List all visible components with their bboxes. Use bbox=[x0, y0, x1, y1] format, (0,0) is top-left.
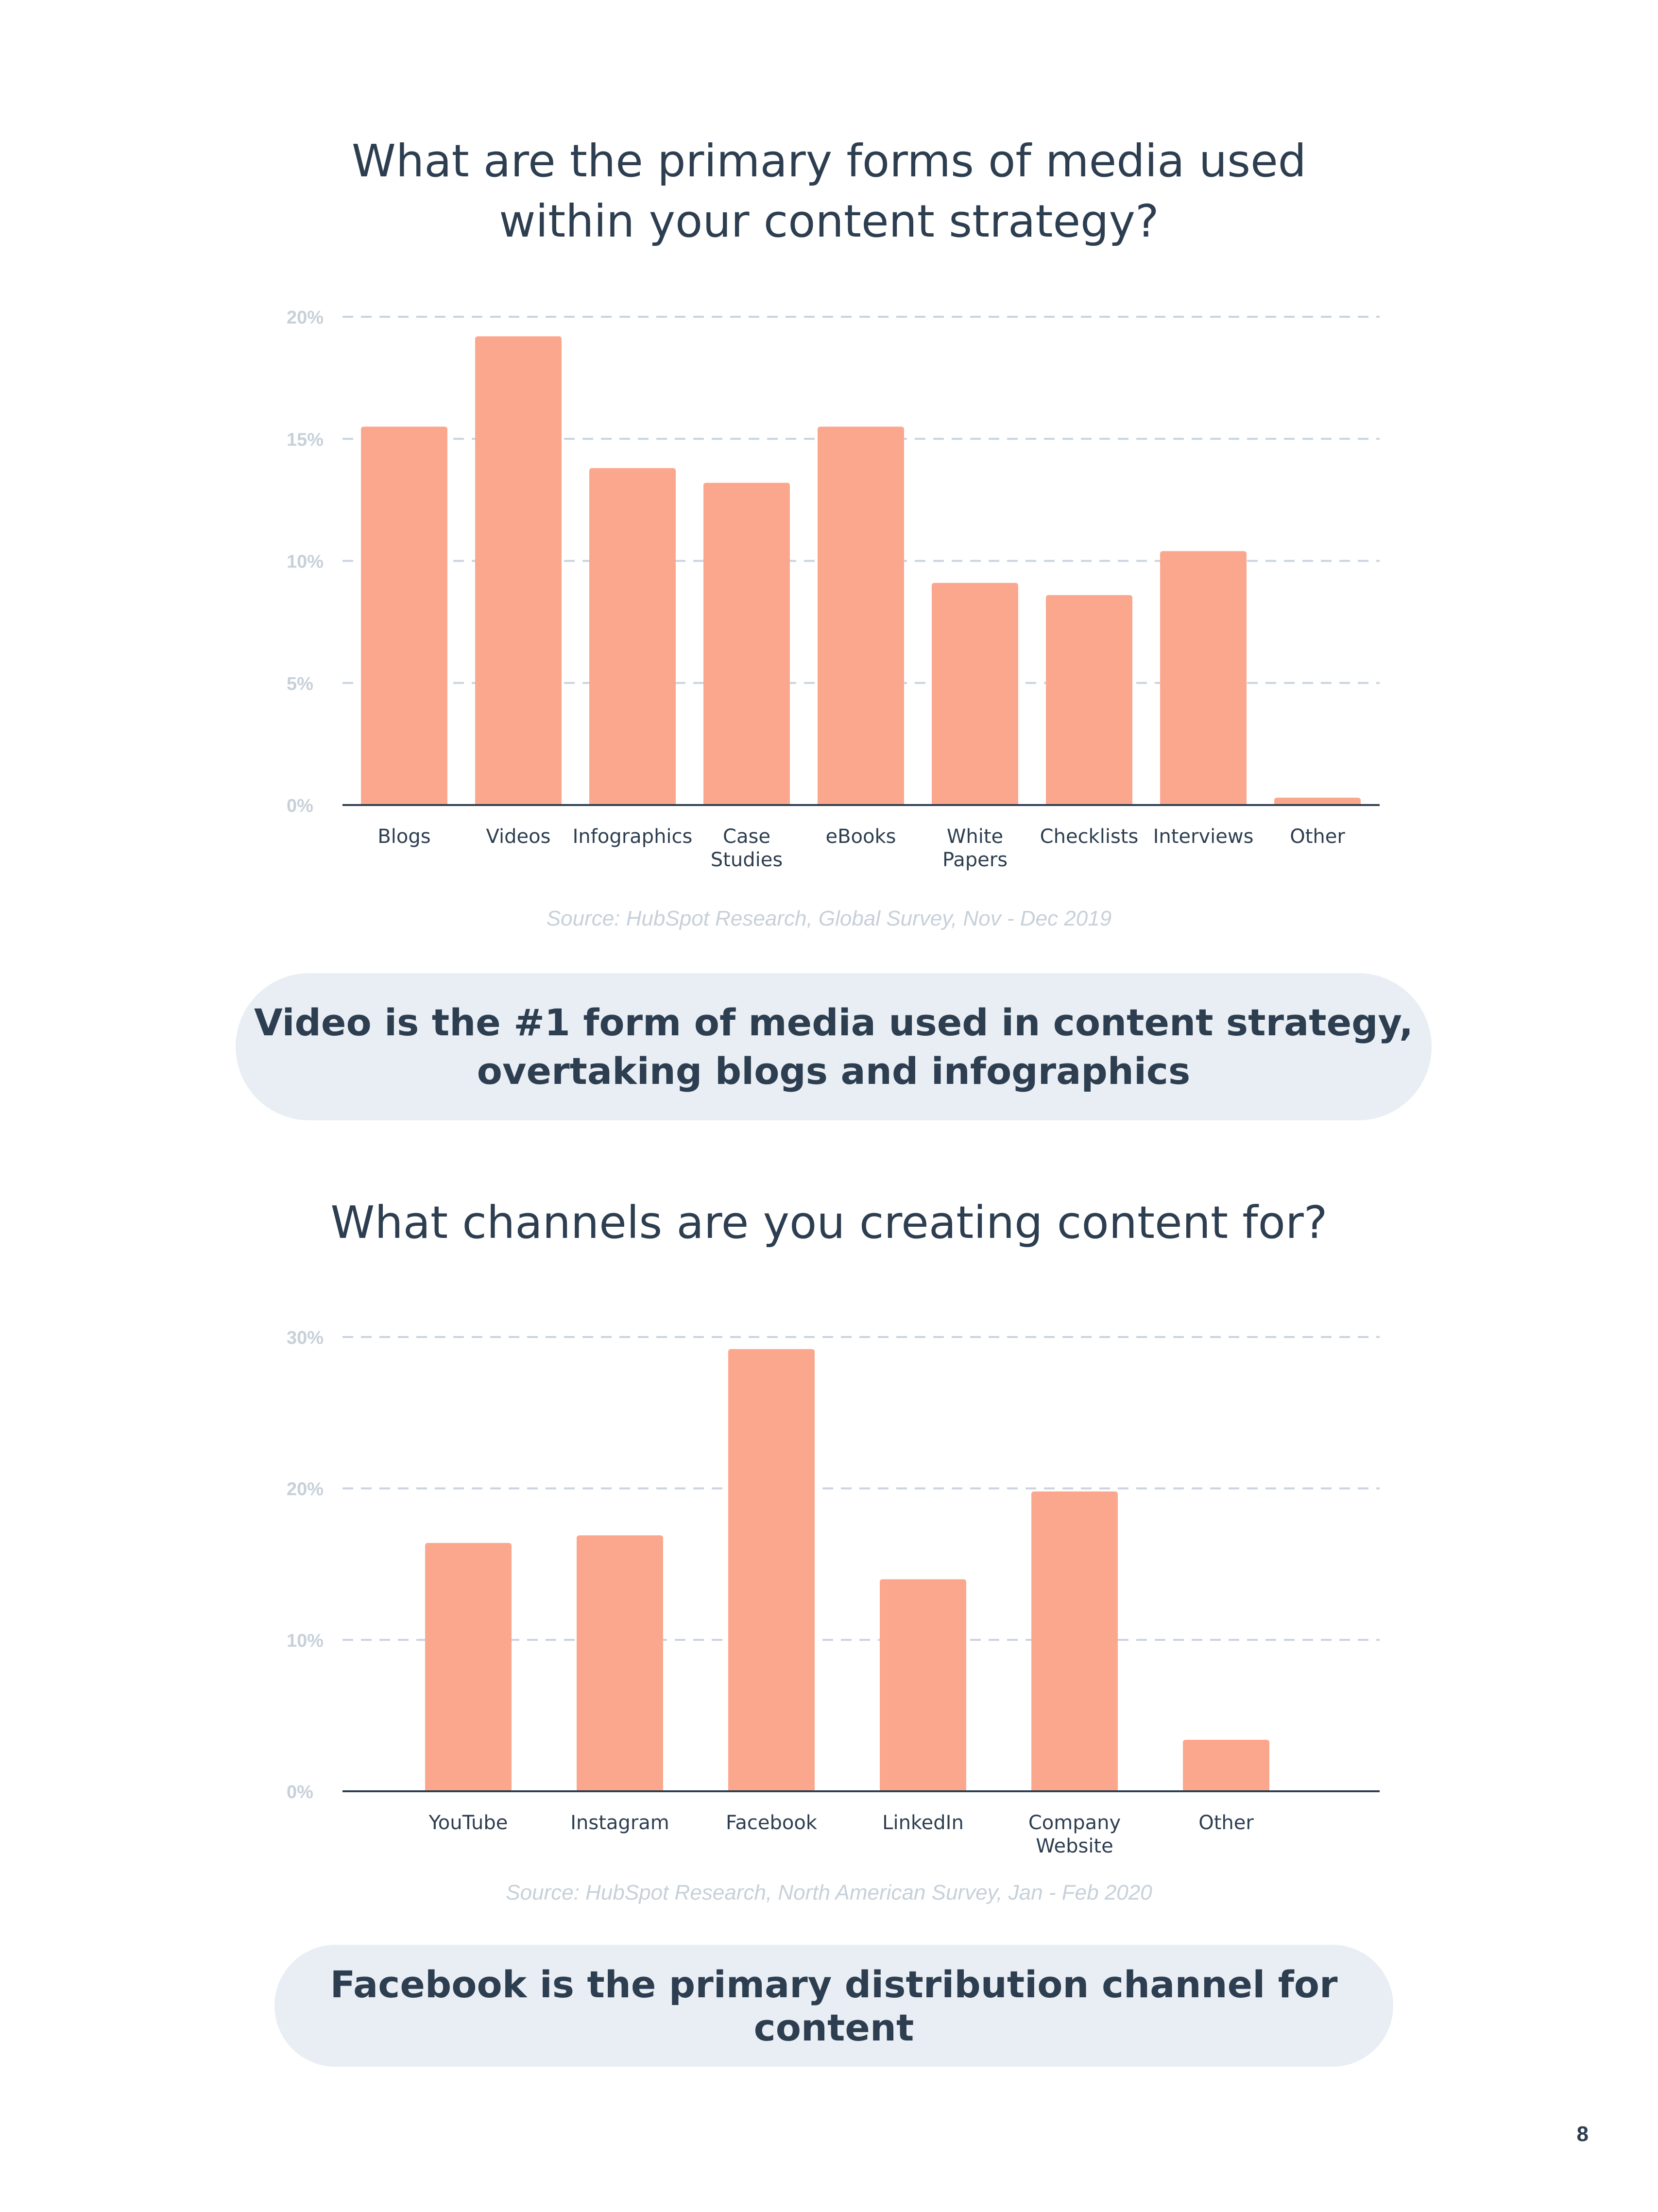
chart2-category-label: YouTube bbox=[428, 1812, 508, 1834]
chart2-title: What channels are you creating content f… bbox=[0, 1193, 1658, 1253]
chart1-bar bbox=[361, 427, 447, 805]
chart2-source: Source: HubSpot Research, North American… bbox=[506, 1881, 1152, 1904]
chart2-bar bbox=[577, 1535, 663, 1791]
chart1-title-line-2: within your content strategy? bbox=[499, 195, 1159, 247]
chart1-ytick-label: 10% bbox=[287, 552, 324, 572]
chart1-category-label: Studies bbox=[711, 849, 783, 871]
chart1-category-label: Videos bbox=[486, 825, 551, 848]
chart1-bar bbox=[1046, 595, 1132, 805]
chart1-bar bbox=[589, 468, 676, 805]
chart1-category-label: eBooks bbox=[826, 825, 896, 848]
video-callout-line-1: Video is the #1 form of media used in co… bbox=[254, 1000, 1414, 1044]
chart1-bar bbox=[932, 583, 1018, 805]
chart2-ytick-label: 20% bbox=[287, 1479, 324, 1500]
chart1-bar bbox=[703, 482, 790, 805]
chart2-bar bbox=[425, 1543, 512, 1791]
chart2-bar bbox=[1031, 1491, 1118, 1791]
chart2-bar bbox=[1183, 1740, 1269, 1791]
chart2-category-label: Company bbox=[1028, 1812, 1121, 1834]
chart1-category-label: Infographics bbox=[573, 825, 693, 848]
chart1-category-label: Papers bbox=[942, 849, 1008, 871]
chart1-category-label: White bbox=[947, 825, 1003, 848]
chart1-ytick-label: 15% bbox=[287, 429, 324, 450]
chart1-ytick-label: 20% bbox=[287, 308, 324, 328]
chart1-title-line-1: What are the primary forms of media used bbox=[351, 135, 1307, 187]
chart2-ytick-label: 10% bbox=[287, 1630, 324, 1651]
chart1-bar bbox=[1274, 797, 1361, 805]
chart2-category-label: Instagram bbox=[570, 1812, 669, 1834]
chart2-category-label: LinkedIn bbox=[882, 1812, 964, 1834]
video-callout-line-2: overtaking blogs and infographics bbox=[477, 1049, 1191, 1093]
chart1-category-label: Checklists bbox=[1040, 825, 1139, 848]
chart2-bar bbox=[880, 1579, 966, 1791]
chart1-category-label: Blogs bbox=[377, 825, 430, 848]
chart1-source: Source: HubSpot Research, Global Survey,… bbox=[546, 907, 1112, 930]
facebook-callout: Facebook is the primary distribution cha… bbox=[274, 1945, 1393, 2067]
chart2-title-line-1: What channels are you creating content f… bbox=[330, 1197, 1328, 1249]
chart1-bar bbox=[818, 427, 904, 805]
chart1-ytick-label: 5% bbox=[287, 674, 313, 694]
chart1-bar bbox=[475, 336, 562, 805]
chart2-category-label: Website bbox=[1036, 1835, 1113, 1857]
chart1-category-label: Interviews bbox=[1153, 825, 1254, 848]
chart2-ytick-label: 0% bbox=[287, 1782, 313, 1802]
chart1-bar bbox=[1160, 551, 1247, 805]
chart1-category-label: Other bbox=[1290, 825, 1345, 848]
video-callout: Video is the #1 form of media used in co… bbox=[236, 973, 1432, 1120]
chart1-category-label: Case bbox=[723, 825, 770, 848]
chart2-category-label: Other bbox=[1198, 1812, 1254, 1834]
chart2-ytick-label: 30% bbox=[287, 1328, 324, 1348]
media-forms-chart: 0% 5% 10% 15% 20% Blogs Videos Infographics Case… bbox=[287, 308, 1380, 871]
channels-chart: 0% 10% 20% 30% YouTube Instagram Facebook Linke… bbox=[287, 1328, 1380, 1857]
chart2-bar bbox=[728, 1349, 815, 1791]
chart2-category-label: Facebook bbox=[726, 1812, 818, 1834]
chart1-title: What are the primary forms of media used… bbox=[0, 131, 1658, 252]
page-number: 8 bbox=[1576, 2122, 1589, 2146]
chart1-ytick-label: 0% bbox=[287, 796, 313, 816]
